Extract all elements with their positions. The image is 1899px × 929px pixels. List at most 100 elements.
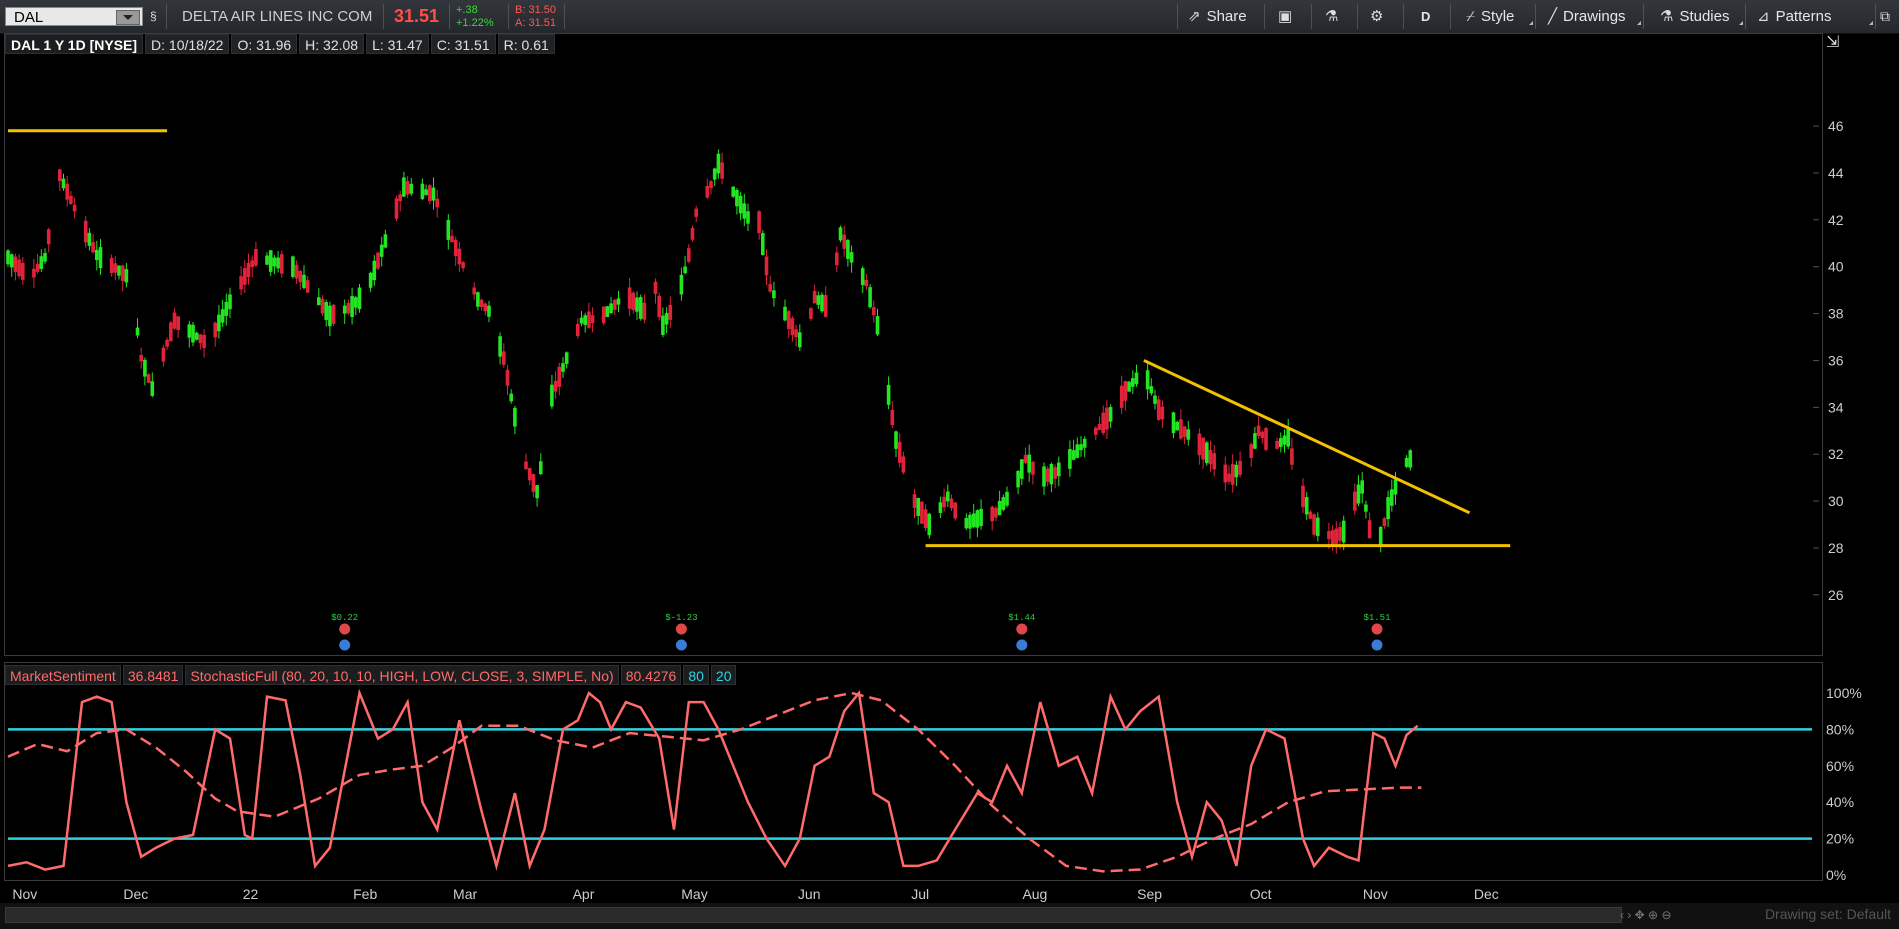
price-panel: [4, 33, 1823, 656]
style-icon: ⌿: [1466, 8, 1476, 25]
toolbar-divider: [1875, 4, 1876, 29]
time-tick-label: Aug: [1022, 886, 1047, 902]
company-name: DELTA AIR LINES INC COM: [182, 8, 373, 25]
period-button[interactable]: D: [1421, 0, 1430, 33]
price-tick-label: 38: [1828, 306, 1844, 322]
detach-button[interactable]: ⧉: [1880, 0, 1896, 33]
toolbar-divider: [1403, 4, 1404, 29]
price-tick-label: 46: [1828, 118, 1844, 134]
top-toolbar: DAL § DELTA AIR LINES INC COM 31.51 +.38…: [0, 0, 1899, 34]
pencil-icon: ╱: [1548, 8, 1558, 25]
toolbar-divider: [1643, 4, 1644, 29]
toolbar-divider: [1264, 4, 1265, 29]
bar-range: R: 0.61: [497, 34, 555, 54]
percent-change: +1.22%: [456, 17, 494, 29]
drawings-label: Drawings: [1563, 8, 1626, 25]
study-name-stochastic[interactable]: StochasticFull (80, 20, 10, 10, HIGH, LO…: [185, 665, 619, 685]
toolbar-divider: [166, 4, 167, 29]
flask-button[interactable]: ⚗: [1325, 0, 1344, 33]
price-info-bar: DAL 1 Y 1D [NYSE] D: 10/18/22 O: 31.96 H…: [5, 34, 557, 54]
style-label: Style: [1481, 8, 1515, 25]
study-info-bar: MarketSentiment 36.8481 StochasticFull (…: [5, 665, 738, 685]
studies-label: Studies: [1679, 8, 1730, 25]
style-menu-triangle: [1525, 21, 1533, 25]
patterns-icon: ⊿: [1757, 8, 1770, 25]
time-tick-label: May: [681, 886, 707, 902]
study-value-overbought: 80: [683, 665, 709, 685]
time-tick-label: Feb: [353, 886, 377, 902]
gear-icon: ⚙: [1370, 8, 1384, 25]
toolbar-divider: [1177, 4, 1178, 29]
expand-icon[interactable]: ⇲: [1826, 34, 1840, 51]
toolbar-divider: [1450, 4, 1451, 29]
stoch-tick-label: 60%: [1826, 758, 1854, 774]
stoch-tick-label: 80%: [1826, 721, 1854, 737]
time-tick-label: Jul: [911, 886, 929, 902]
chevron-down-icon[interactable]: [116, 10, 140, 25]
camera-icon: ▣: [1278, 8, 1293, 25]
patterns-menu-triangle: [1865, 21, 1873, 25]
stoch-tick-label: 0%: [1826, 867, 1846, 883]
time-tick-label: Dec: [123, 886, 148, 902]
time-tick-label: Sep: [1137, 886, 1162, 902]
study-name-marketsentiment[interactable]: MarketSentiment: [5, 665, 121, 685]
flask-icon: ⚗: [1325, 8, 1339, 25]
price-tick-label: 28: [1828, 540, 1844, 556]
chart-title: DAL 1 Y 1D [NYSE]: [5, 34, 144, 54]
period-label: D: [1421, 9, 1431, 24]
toolbar-divider: [383, 4, 384, 29]
toolbar-divider: [1535, 4, 1536, 29]
time-tick-label: Jun: [798, 886, 821, 902]
studies-menu-triangle: [1735, 21, 1743, 25]
stoch-tick-label: 20%: [1826, 831, 1854, 847]
toolbar-divider: [1311, 4, 1312, 29]
studies-button[interactable]: ⚗ Studies: [1660, 0, 1730, 33]
price-tick-label: 26: [1828, 587, 1844, 603]
bar-date: D: 10/18/22: [145, 34, 230, 54]
share-button[interactable]: ⇗ Share: [1188, 0, 1247, 33]
time-tick-label: Oct: [1250, 886, 1272, 902]
share-label: Share: [1206, 8, 1247, 25]
price-tick-label: 36: [1828, 352, 1844, 368]
last-price: 31.51: [394, 6, 440, 26]
time-tick-label: Dec: [1474, 886, 1499, 902]
drawings-menu-triangle: [1633, 21, 1641, 25]
price-tick-label: 34: [1828, 399, 1844, 415]
snapshot-button[interactable]: ▣: [1278, 0, 1298, 33]
time-tick-label: Apr: [573, 886, 595, 902]
study-value-stochastic: 80.4276: [620, 665, 682, 685]
price-tick-label: 32: [1828, 446, 1844, 462]
time-tick-label: 22: [243, 886, 259, 902]
stoch-tick-label: 100%: [1826, 685, 1862, 701]
bar-low: L: 31.47: [366, 34, 429, 54]
symbol-input[interactable]: DAL: [5, 7, 143, 26]
patterns-label: Patterns: [1775, 8, 1832, 25]
patterns-button[interactable]: ⊿ Patterns: [1757, 0, 1831, 33]
scroll-track[interactable]: [5, 907, 1622, 923]
symbol-value: DAL: [14, 9, 44, 26]
link-icon[interactable]: §: [150, 9, 157, 23]
toolbar-divider: [508, 4, 509, 29]
price-tick-label: 44: [1828, 165, 1844, 181]
study-value-oversold: 20: [710, 665, 737, 685]
price-tick-label: 42: [1828, 212, 1844, 228]
time-tick-label: Nov: [1363, 886, 1388, 902]
ask-price: A: 31.51: [515, 17, 556, 29]
drawings-button[interactable]: ╱ Drawings: [1548, 0, 1626, 33]
bar-open: O: 31.96: [231, 34, 298, 54]
detach-icon: ⧉: [1880, 8, 1890, 24]
stochastic-panel: [4, 662, 1823, 881]
drawing-set-label[interactable]: Drawing set: Default: [1764, 906, 1891, 922]
style-button[interactable]: ⌿ Style: [1466, 0, 1514, 33]
settings-button[interactable]: ⚙: [1370, 0, 1389, 33]
bar-close: C: 31.51: [430, 34, 496, 54]
study-value-marketsentiment: 36.8481: [122, 665, 184, 685]
toolbar-divider: [564, 4, 565, 29]
price-tick-label: 40: [1828, 259, 1844, 275]
time-tick-label: Mar: [453, 886, 477, 902]
share-icon: ⇗: [1188, 8, 1201, 25]
zoom-controls-icon[interactable]: ‹ › ✥ ⊕ ⊖: [1620, 908, 1672, 922]
bar-high: H: 32.08: [299, 34, 365, 54]
flask-icon: ⚗: [1660, 8, 1674, 25]
toolbar-divider: [449, 4, 450, 29]
